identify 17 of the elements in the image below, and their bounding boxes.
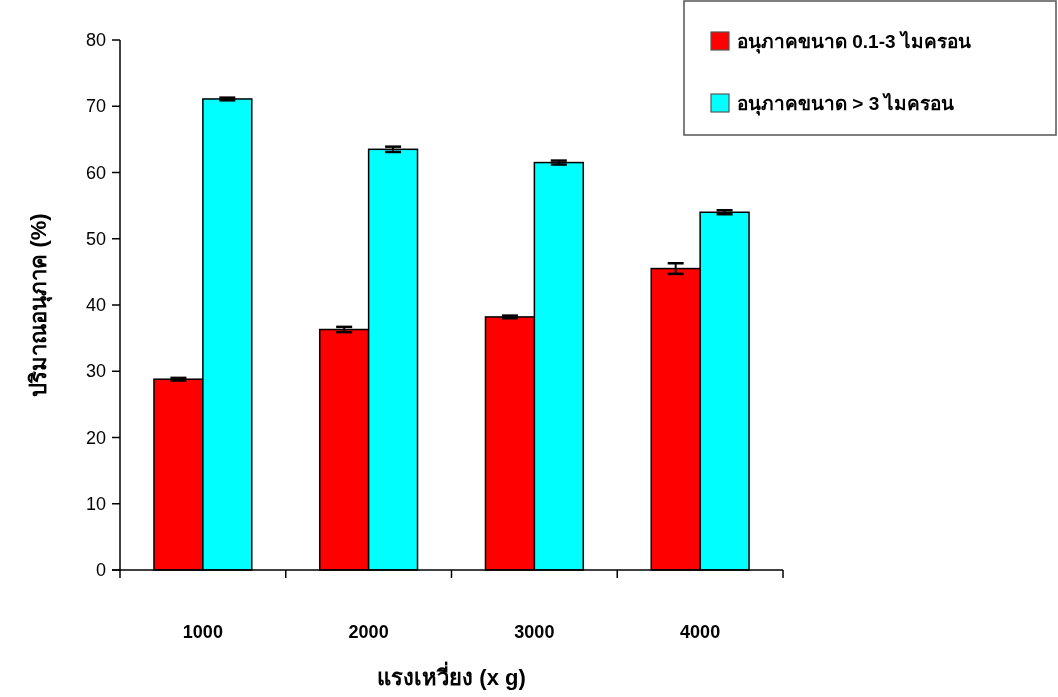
legend-label: อนุภาคขนาด > 3 ไมครอน [737, 92, 955, 116]
x-tick-label: 1000 [182, 622, 223, 642]
y-tick-label: 40 [85, 295, 106, 315]
y-tick-label: 50 [85, 228, 106, 249]
y-tick-label: 70 [85, 96, 106, 117]
x-tick-label: 2000 [348, 622, 389, 642]
y-tick-label: 60 [85, 162, 106, 183]
x-tick-label: 4000 [680, 622, 721, 642]
y-axis-title: ปริมาณอนุภาค (%) [26, 213, 53, 397]
y-tick-label: 80 [85, 30, 106, 50]
legend-label: อนุภาคขนาด 0.1-3 ไมครอน [737, 30, 971, 54]
y-tick-label: 10 [85, 493, 106, 514]
x-tick-label: 3000 [514, 622, 555, 642]
y-tick-label: 20 [85, 427, 106, 448]
y-tick-label: 0 [95, 560, 106, 580]
x-axis-title: แรงเหวี่ยง (x g) [377, 661, 526, 690]
y-tick-label: 30 [85, 361, 106, 382]
